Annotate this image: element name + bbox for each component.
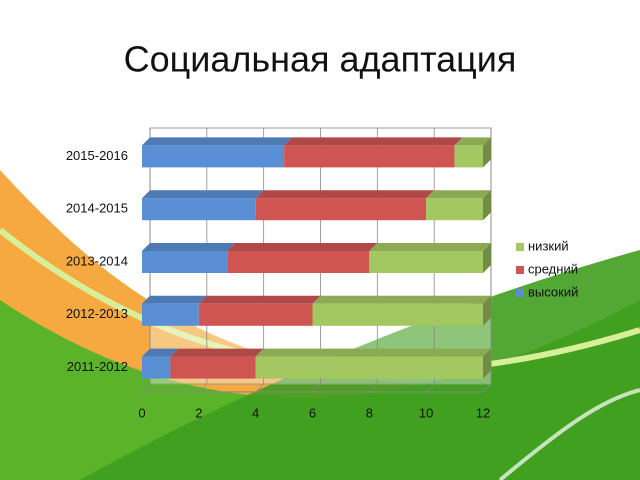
bar-segment (142, 190, 264, 221)
y-tick-label: 2013-2014 (66, 253, 128, 268)
y-tick-label: 2014-2015 (66, 201, 128, 216)
bar-segment (227, 243, 378, 273)
x-tick-label: 6 (309, 405, 316, 420)
chart-title: Социальная адаптация (124, 39, 517, 80)
bar-segment (454, 137, 491, 168)
bar-segment (142, 348, 179, 379)
legend-label: высокий (528, 284, 578, 299)
x-tick-label: 12 (476, 405, 490, 420)
y-tick-label: 2012-2013 (66, 306, 128, 321)
legend-label: средний (528, 261, 578, 276)
bar-segment (369, 243, 491, 273)
bar-segment (312, 295, 491, 326)
bar-segment (284, 137, 463, 168)
x-tick-label: 10 (419, 405, 433, 420)
bar-segment (142, 243, 236, 273)
bar-segment (170, 348, 264, 379)
y-tick-label: 2015-2016 (66, 148, 128, 163)
bar-segment (142, 295, 207, 326)
bar-segment (255, 348, 491, 379)
bar-segment (198, 295, 321, 326)
y-tick-label: 2011-2012 (67, 359, 128, 374)
x-tick-label: 0 (138, 405, 145, 420)
bar-segment (426, 190, 491, 221)
x-tick-label: 4 (252, 405, 259, 420)
grid-line (482, 128, 492, 393)
legend-swatch (516, 243, 524, 251)
bar-segment (142, 137, 293, 168)
decor-stripe (498, 388, 640, 480)
x-tick-label: 2 (195, 405, 202, 420)
bar-segment (255, 190, 435, 221)
legend-label: низкий (528, 238, 569, 253)
x-tick-label: 8 (366, 405, 373, 420)
legend-swatch (516, 289, 524, 297)
legend-swatch (516, 266, 524, 274)
